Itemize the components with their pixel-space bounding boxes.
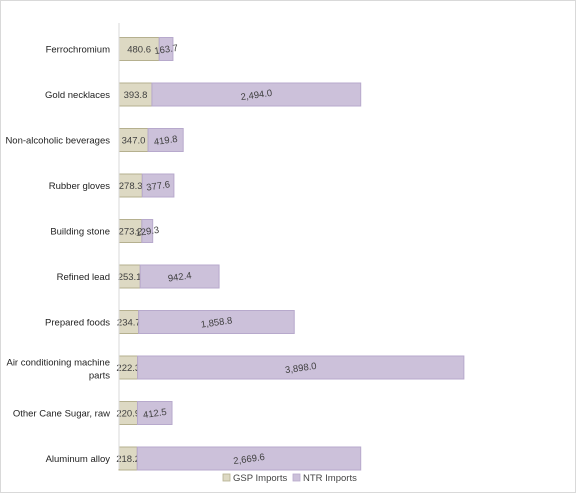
category-label-line: parts [89, 371, 110, 382]
bar-ntr-imports-prepared-foods [138, 310, 295, 334]
bar-ntr-imports-rubber-gloves [141, 173, 175, 198]
bar-ntr-imports-refined-lead [139, 264, 220, 289]
bar-ntr-imports-aluminum-alloy [136, 446, 362, 471]
data-label-gsp-imports: 222.3 [116, 363, 140, 374]
category-label-line: Air conditioning machine [6, 358, 110, 369]
data-label-ntr-imports: 2,669.6 [233, 452, 266, 467]
data-label-ntr-imports: 3,898.0 [284, 361, 317, 376]
category-label-ferrochromium: Ferrochromium [46, 45, 110, 56]
legend-label-ntr-imports: NTR Imports [303, 473, 357, 484]
bar-ntr-imports-gold-necklaces [151, 82, 362, 107]
data-label-ntr-imports: 129.3 [135, 225, 160, 239]
data-label-gsp-imports: 253.1 [118, 272, 142, 283]
data-label-ntr-imports: 419.8 [153, 134, 178, 148]
category-label-prepared-foods: Prepared foods [45, 318, 110, 329]
bar-ntr-imports-other-cane-sugar-raw [136, 401, 173, 425]
data-label-gsp-imports: 347.0 [122, 136, 146, 147]
data-label-ntr-imports: 412.5 [142, 407, 167, 421]
legend-swatch-gsp-imports [222, 473, 231, 482]
data-label-gsp-imports: 278.3 [119, 181, 143, 192]
data-label-gsp-imports: 220.9 [116, 409, 140, 420]
category-label-gold-necklaces: Gold necklaces [45, 90, 110, 101]
data-label-ntr-imports: 1,858.8 [200, 315, 233, 330]
data-label-ntr-imports: 163.7 [154, 43, 179, 57]
data-label-ntr-imports: 377.6 [146, 179, 171, 193]
bar-ntr-imports-building-stone [141, 219, 154, 243]
data-label-ntr-imports: 942.4 [167, 270, 192, 284]
bar-ntr-imports-air-conditioning-machine-parts [137, 355, 465, 380]
data-label-gsp-imports: 480.6 [127, 45, 151, 56]
category-label-rubber-gloves: Rubber gloves [49, 181, 111, 192]
category-label-non-alcoholic-beverages: Non-alcoholic beverages [5, 136, 110, 147]
legend-swatch-ntr-imports [292, 473, 301, 482]
data-label-gsp-imports: 234.7 [117, 318, 141, 329]
category-label-building-stone: Building stone [50, 227, 110, 238]
bar-ntr-imports-non-alcoholic-beverages [147, 128, 184, 152]
data-label-gsp-imports: 273.2 [119, 227, 143, 238]
data-label-gsp-imports: 218.2 [116, 454, 140, 465]
bar-ntr-imports-ferrochromium [158, 37, 174, 61]
data-label-gsp-imports: 393.8 [124, 90, 148, 101]
category-label-aluminum-alloy: Aluminum alloy [46, 454, 111, 465]
data-label-ntr-imports: 2,494.0 [240, 88, 273, 103]
legend-label-gsp-imports: GSP Imports [233, 473, 287, 484]
category-label-refined-lead: Refined lead [57, 272, 110, 283]
category-label-other-cane-sugar-raw: Other Cane Sugar, raw [13, 409, 110, 420]
category-label-air-conditioning-machine-parts: Air conditioning machine parts [6, 358, 110, 382]
